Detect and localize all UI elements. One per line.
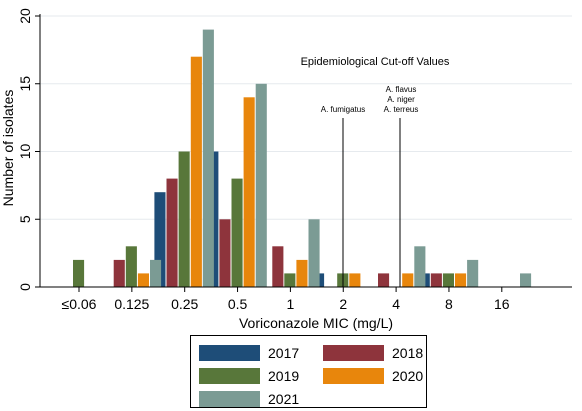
bar-2020-0.25	[190, 56, 202, 288]
bar-2020-2	[349, 273, 361, 287]
chart-svg: 0 5 10 15 20 ≤0.06 0.125 0.25 0.5 1 2 4 8 16 Epidemio…	[0, 8, 572, 331]
bar-2019-≤0.06	[73, 259, 85, 287]
bar-2020-4	[402, 273, 414, 287]
bar-2021-16	[520, 273, 532, 287]
y-tick-label: 0	[17, 283, 33, 291]
legend-item-2018: 2018	[323, 344, 423, 362]
bar-2021-0.5	[255, 83, 267, 288]
legend-swatch	[323, 345, 384, 361]
legend-swatch	[199, 368, 260, 384]
bar-2020-0.5	[243, 97, 255, 287]
x-tick-label: 16	[494, 296, 510, 312]
ecv-fumigatus-label: A. fumigatus	[321, 105, 365, 114]
x-tick-label: 0.25	[171, 296, 198, 312]
y-tick-label: 20	[17, 8, 33, 24]
legend-label: 2018	[392, 345, 424, 361]
legend-swatch	[199, 345, 260, 361]
bar-2019-1	[284, 273, 296, 287]
ecv-annotations: Epidemiological Cut-off Values A. fumiga…	[301, 56, 450, 287]
legend-label: 2019	[268, 368, 300, 384]
bar-2018-0.25	[166, 178, 178, 287]
bar-2018-8	[430, 273, 442, 287]
y-tick-label: 15	[17, 76, 33, 92]
y-axis-title: Number of isolates	[0, 90, 16, 207]
y-tick-label: 10	[17, 144, 33, 160]
axes: 0 5 10 15 20 ≤0.06 0.125 0.25 0.5 1 2 4 8 16	[17, 8, 572, 312]
bar-2021-8	[467, 259, 479, 287]
ecv-other-species-label: A. flavus	[386, 85, 417, 94]
bar-2017-0.25	[154, 192, 166, 287]
legend-swatch	[323, 368, 384, 384]
bar-2019-0.125	[125, 246, 137, 287]
bars	[73, 29, 532, 288]
ecv-other-species-label: A. niger	[387, 95, 415, 104]
legend-item-2020: 2020	[323, 367, 423, 385]
bar-2021-1	[308, 219, 320, 288]
bar-2021-0.125	[150, 259, 162, 287]
y-tick-label: 5	[17, 215, 33, 223]
bar-2018-0.125	[113, 259, 125, 287]
legend-label: 2017	[268, 345, 300, 361]
legend-item-2019: 2019	[199, 367, 299, 385]
gridlines	[40, 15, 572, 220]
x-tick-label: 8	[445, 296, 453, 312]
bar-2018-0.5	[219, 219, 231, 288]
x-axis-title: Voriconazole MIC (mg/L)	[239, 315, 393, 331]
bar-2020-1	[296, 259, 308, 287]
ecv-other-species-label: A. terreus	[384, 105, 419, 114]
x-tick-label: 0.125	[114, 296, 149, 312]
bar-2020-8	[455, 273, 467, 287]
legend: 2017 2018 2019 2020 2021	[190, 335, 427, 408]
bar-2018-4	[378, 273, 390, 287]
bar-2021-0.25	[202, 29, 214, 287]
x-tick-label: 0.5	[228, 296, 248, 312]
legend-item-2021: 2021	[199, 390, 299, 408]
legend-label: 2021	[268, 391, 300, 407]
bar-2019-8	[442, 273, 454, 287]
bar-2021-4	[414, 246, 426, 287]
legend-label: 2020	[392, 368, 424, 384]
ecv-heading: Epidemiological Cut-off Values	[301, 56, 450, 68]
x-tick-label: 4	[392, 296, 400, 312]
x-tick-label: 2	[339, 296, 347, 312]
legend-item-2017: 2017	[199, 344, 299, 362]
bar-2020-0.125	[137, 273, 149, 287]
bar-2018-1	[272, 246, 284, 287]
legend-swatch	[199, 391, 260, 407]
x-tick-label: ≤0.06	[62, 296, 97, 312]
x-tick-label: 1	[287, 296, 295, 312]
bar-2019-0.5	[231, 178, 243, 287]
bar-2019-0.25	[178, 151, 190, 287]
